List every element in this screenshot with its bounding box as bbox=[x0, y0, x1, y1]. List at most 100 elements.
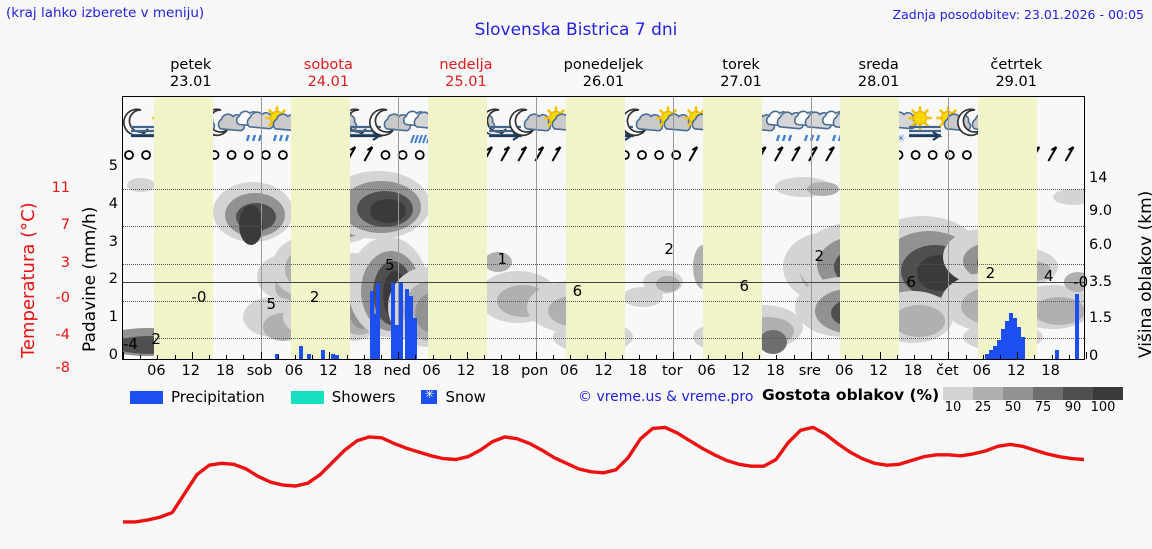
axis-tick-mark bbox=[312, 355, 314, 359]
temp-point-label: 5 bbox=[384, 256, 395, 275]
axis-tick-mark bbox=[638, 355, 640, 359]
chart-legend: Precipitation Showers ✳ Snow bbox=[130, 387, 512, 406]
weather-icon-strip: ✳✳ bbox=[122, 96, 1085, 167]
axis-tick-mark bbox=[879, 352, 881, 359]
precipitation-bar bbox=[275, 353, 279, 359]
day-header-nedelja: nedelja 25.01 bbox=[397, 57, 535, 91]
axis-tick-mark bbox=[1068, 355, 1070, 359]
time-tick-label: 12 bbox=[594, 363, 613, 379]
weather-icon-sun-cloud bbox=[656, 106, 692, 132]
wind-barb bbox=[654, 150, 664, 160]
weather-icon-moon-cloud bbox=[509, 108, 552, 137]
axis-tick-mark bbox=[656, 355, 658, 359]
axis-tick-mark bbox=[1017, 352, 1019, 359]
location-menu-note: (kraj lahko izberete v meniju) bbox=[6, 5, 205, 21]
wind-barb bbox=[363, 146, 374, 162]
daylight-band bbox=[978, 97, 1037, 167]
precipitation-bar bbox=[1013, 318, 1017, 359]
wind-barb bbox=[688, 146, 699, 162]
daylight-band bbox=[428, 97, 487, 167]
temp-point-label: 6 bbox=[572, 281, 583, 300]
precipitation-bar bbox=[391, 283, 395, 359]
precipitation-bar bbox=[1055, 349, 1059, 359]
time-tick-label: 06 bbox=[697, 363, 716, 379]
prec-tick: 2 bbox=[108, 271, 118, 288]
wind-barb bbox=[260, 150, 271, 160]
precipitation-bar bbox=[997, 340, 1001, 359]
cloud-density-swatch bbox=[1093, 387, 1123, 400]
wind-barb bbox=[773, 146, 784, 162]
wind-barb bbox=[500, 146, 511, 162]
cloud-density-swatch bbox=[1033, 387, 1063, 400]
snow-swatch: ✳ bbox=[421, 387, 438, 404]
axis-tick-mark bbox=[552, 355, 554, 359]
daylight-band bbox=[428, 167, 487, 359]
time-tick-label: čet bbox=[936, 363, 959, 379]
precipitation-bar bbox=[1001, 329, 1005, 359]
time-tick-label: ned bbox=[383, 363, 411, 379]
cloud-density-value: 25 bbox=[974, 400, 992, 415]
wind-barb bbox=[397, 150, 408, 160]
temp-point-label: 1 bbox=[497, 249, 508, 268]
day-date: 28.01 bbox=[857, 74, 900, 90]
temp-point-label: 5 bbox=[266, 295, 277, 314]
gridline bbox=[123, 263, 1084, 265]
showers-legend-label: Showers bbox=[331, 388, 396, 406]
temperature-curve bbox=[123, 425, 1084, 524]
day-separator bbox=[673, 167, 674, 359]
axis-tick-mark bbox=[931, 355, 933, 359]
temp-point-label: 2 bbox=[151, 330, 161, 349]
axis-tick-mark bbox=[1086, 352, 1087, 359]
axis-tick-mark bbox=[398, 352, 400, 359]
cloud-height-axis-title: Višina oblakov (km) bbox=[1136, 190, 1152, 358]
time-tick-label: pon bbox=[521, 363, 549, 379]
axis-tick-mark bbox=[501, 355, 503, 359]
cloud-density-scale-values: 10 25 50 75 90 100 bbox=[938, 400, 1118, 415]
time-tick-label: 12 bbox=[181, 363, 200, 379]
time-tick-label: 18 bbox=[628, 363, 648, 379]
temp-tick: -4 bbox=[55, 326, 70, 343]
precipitation-bar bbox=[331, 353, 335, 359]
gridline bbox=[123, 301, 1084, 303]
axis-tick-mark bbox=[432, 355, 434, 359]
day-date: 29.01 bbox=[995, 74, 1037, 90]
axis-tick-mark bbox=[174, 355, 176, 359]
cloud-density-value: 90 bbox=[1064, 400, 1082, 415]
gridline bbox=[123, 189, 1084, 191]
cloud-height-tick: 9.0 bbox=[1089, 203, 1113, 220]
precipitation-bar bbox=[335, 354, 339, 359]
precipitation-bar bbox=[993, 345, 997, 359]
time-tick-label: sob bbox=[246, 363, 273, 379]
weather-icon-sun-fog bbox=[908, 106, 943, 141]
temperature-line bbox=[123, 425, 1084, 524]
time-tick-label: 18 bbox=[766, 363, 785, 379]
wind-barb bbox=[141, 150, 152, 160]
day-header-torek: torek 27.01 bbox=[672, 57, 810, 91]
cloud-blob bbox=[127, 178, 155, 192]
cloud-density-swatch bbox=[1063, 387, 1093, 400]
time-tick-label: 18 bbox=[353, 363, 372, 379]
axis-tick-mark bbox=[862, 355, 864, 359]
daylight-band bbox=[840, 97, 899, 167]
cloud-density-legend-title: Gostota oblakov (%) bbox=[762, 386, 940, 404]
axis-tick-mark bbox=[346, 355, 348, 359]
day-separator bbox=[948, 97, 949, 167]
precipitation-axis-title: Padavine (mm/h) bbox=[80, 206, 100, 352]
day-separator bbox=[398, 97, 399, 167]
axis-tick-mark bbox=[484, 355, 486, 359]
time-tick-label: 18 bbox=[215, 363, 235, 379]
precipitation-bar bbox=[409, 295, 413, 359]
precipitation-legend-label: Precipitation bbox=[171, 388, 265, 406]
daylight-band bbox=[840, 167, 899, 359]
page-title: Slovenska Bistrica 7 dni bbox=[474, 20, 678, 40]
day-header-petek: petek 23.01 bbox=[122, 57, 260, 91]
axis-tick-mark bbox=[363, 355, 365, 359]
temp-point-label: 6 bbox=[739, 277, 750, 296]
day-name: ponedeljek bbox=[563, 57, 644, 73]
cloud-blob bbox=[759, 330, 787, 354]
day-date: 24.01 bbox=[307, 74, 350, 90]
cloud-blob bbox=[893, 305, 945, 337]
day-date: 26.01 bbox=[582, 74, 625, 90]
zero-gridline bbox=[123, 281, 1084, 283]
axis-tick-mark bbox=[329, 352, 331, 359]
